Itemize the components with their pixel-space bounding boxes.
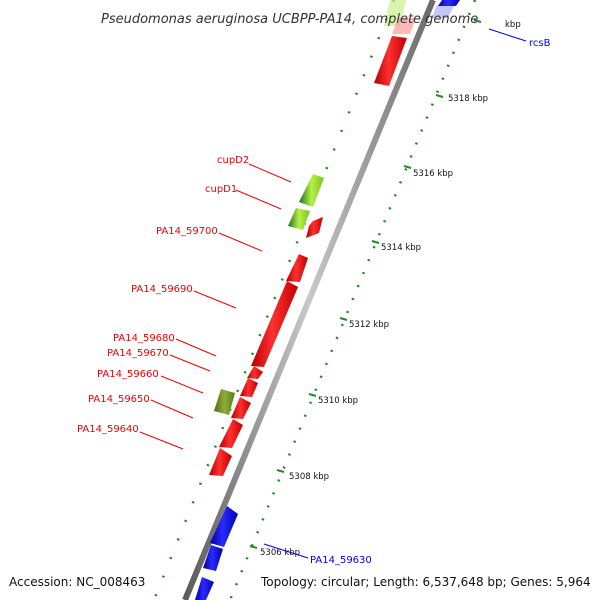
gene-feature-red	[286, 254, 308, 282]
gene-feature-red	[209, 448, 232, 476]
gene-feature-cupD2	[299, 174, 324, 207]
tick-label: 5310 kbp	[318, 396, 358, 406]
genome-backbone	[182, 0, 436, 600]
gene-feature-red	[240, 378, 258, 397]
gene-feature-red	[251, 281, 298, 367]
gene-feature-red	[219, 419, 243, 448]
tick-label: 5306 kbp	[260, 548, 300, 558]
track-outer-dots	[152, 0, 396, 600]
gene-feature-red	[247, 366, 263, 379]
gene-feature-olive	[214, 389, 235, 415]
gene-label-pa14-59640[interactable]: PA14_59640	[77, 424, 139, 435]
gene-feature-red	[231, 397, 251, 419]
tick-label: 5316 kbp	[413, 169, 453, 179]
gene-label-rcsB[interactable]: rcsB	[529, 38, 551, 49]
gene-label-pa14-59630[interactable]: PA14_59630	[310, 555, 372, 566]
gene-label-pa14-59680[interactable]: PA14_59680	[113, 333, 175, 344]
gene-feature-red	[374, 36, 407, 86]
map-title: Pseudomonas aeruginosa UCBPP-PA14, compl…	[101, 12, 478, 27]
gene-feature-cupD1	[288, 208, 310, 230]
tick-label: kbp	[505, 20, 521, 30]
tick-label: 5312 kbp	[349, 320, 389, 330]
accession-label: Accession: NC_008463	[9, 575, 145, 589]
tick-label: 5318 kbp	[448, 94, 488, 104]
gene-feature-blue	[210, 506, 238, 547]
gene-feature-blue	[195, 577, 214, 600]
gene-feature-blue	[203, 545, 223, 571]
gene-feature-red	[306, 217, 323, 238]
gene-feature-top-blue-faded	[432, 6, 454, 18]
tick-label: 5314 kbp	[381, 243, 421, 253]
gene-feature-top-blue	[438, 0, 460, 6]
tick-marks	[249, 19, 482, 549]
gene-label-cupD1[interactable]: cupD1	[205, 184, 237, 195]
gene-feature-faded-red	[392, 18, 416, 34]
label-leaders	[139, 28, 527, 559]
topology-label: Topology: circular; Length: 6,537,648 bp…	[260, 575, 591, 589]
gene-label-cupD2[interactable]: cupD2	[217, 155, 249, 166]
tick-label: 5308 kbp	[289, 472, 329, 482]
gene-label-pa14-59670[interactable]: PA14_59670	[107, 348, 169, 359]
gene-label-pa14-59650[interactable]: PA14_59650	[88, 394, 150, 405]
track-inner-dots	[228, 0, 477, 600]
gene-label-pa14-59660[interactable]: PA14_59660	[97, 369, 159, 380]
gene-label-pa14-59690[interactable]: PA14_59690	[131, 284, 193, 295]
gene-label-pa14-59700[interactable]: PA14_59700	[156, 226, 218, 237]
